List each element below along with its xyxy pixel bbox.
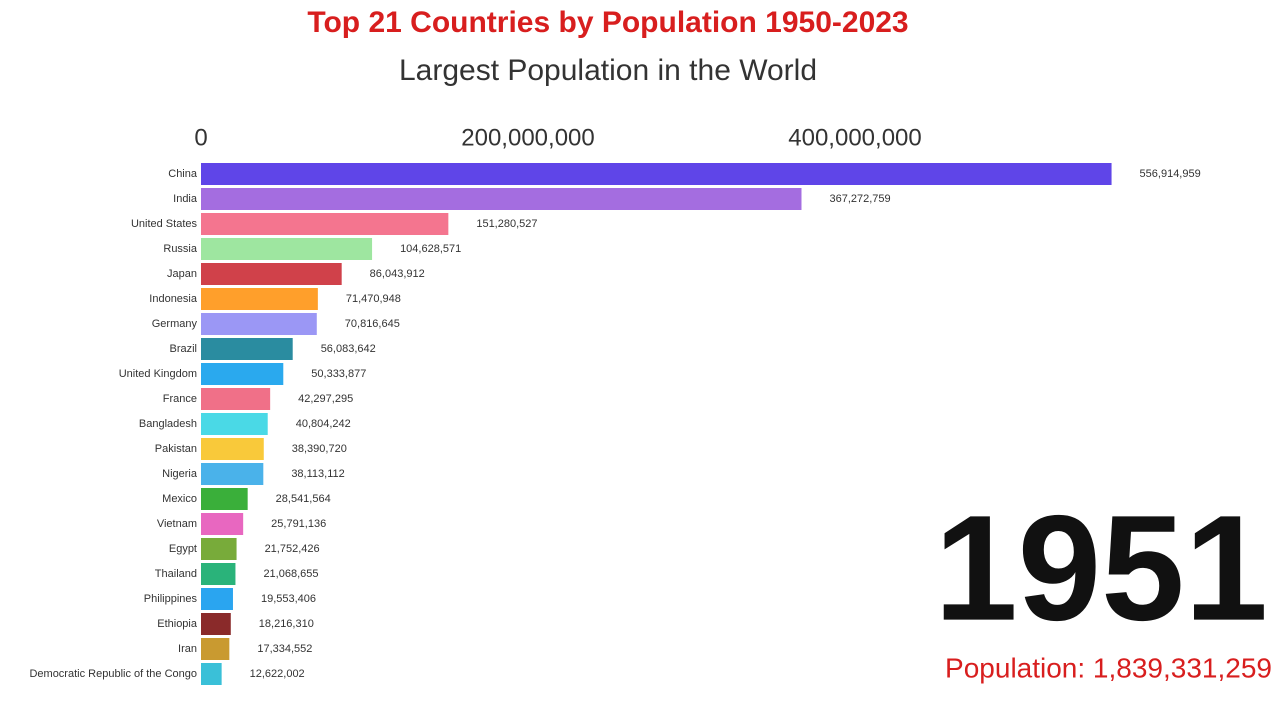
category-label: Pakistan <box>155 443 197 455</box>
category-label: Thailand <box>155 568 197 580</box>
value-label: 38,113,112 <box>291 468 344 480</box>
bar <box>201 463 264 485</box>
chart-subtitle: Largest Population in the World <box>399 54 817 87</box>
bar <box>201 663 222 685</box>
category-label: Germany <box>152 318 198 330</box>
value-label: 104,628,571 <box>400 243 461 255</box>
category-label: Ethiopia <box>157 618 198 630</box>
value-label: 25,791,136 <box>271 518 326 530</box>
bar <box>201 188 802 210</box>
bar <box>201 588 233 610</box>
bar <box>201 613 231 635</box>
value-label: 56,083,642 <box>321 343 376 355</box>
category-label: Nigeria <box>162 468 198 480</box>
bar <box>201 563 236 585</box>
category-label: United Kingdom <box>119 368 197 380</box>
value-label: 21,068,655 <box>263 568 318 580</box>
value-label: 12,622,002 <box>250 668 305 680</box>
bar <box>201 338 293 360</box>
value-label: 19,553,406 <box>261 593 316 605</box>
category-label: Brazil <box>169 343 197 355</box>
value-label: 367,272,759 <box>829 193 890 205</box>
category-label: China <box>168 168 198 180</box>
category-label: India <box>173 193 198 205</box>
chart-title: Top 21 Countries by Population 1950-2023 <box>307 6 908 39</box>
value-label: 38,390,720 <box>292 443 347 455</box>
value-label: 556,914,959 <box>1140 168 1201 180</box>
value-label: 71,470,948 <box>346 293 401 305</box>
category-label: Mexico <box>162 493 197 505</box>
value-label: 42,297,295 <box>298 393 353 405</box>
bar <box>201 513 244 535</box>
total-label: Population: 1,839,331,259 <box>945 652 1272 683</box>
bar <box>201 288 318 310</box>
category-label: Democratic Republic of the Congo <box>29 668 197 680</box>
value-label: 28,541,564 <box>276 493 331 505</box>
bar <box>201 163 1112 185</box>
category-label: Egypt <box>169 543 197 555</box>
bar <box>201 488 248 510</box>
bar <box>201 313 317 335</box>
year-label: 1951 <box>934 484 1268 652</box>
x-tick-label: 200,000,000 <box>461 124 594 151</box>
value-label: 151,280,527 <box>476 218 537 230</box>
category-label: United States <box>131 218 198 230</box>
value-label: 70,816,645 <box>345 318 400 330</box>
category-label: Bangladesh <box>139 418 197 430</box>
bar <box>201 238 373 260</box>
bar <box>201 363 284 385</box>
x-tick-label: 0 <box>194 124 207 151</box>
category-label: Philippines <box>144 593 198 605</box>
category-label: Russia <box>163 243 198 255</box>
bar <box>201 388 271 410</box>
value-label: 40,804,242 <box>296 418 351 430</box>
bar <box>201 538 237 560</box>
bar <box>201 438 264 460</box>
x-tick-label: 400,000,000 <box>788 124 921 151</box>
category-label: Iran <box>178 643 197 655</box>
value-label: 18,216,310 <box>259 618 314 630</box>
bar <box>201 638 230 660</box>
value-label: 21,752,426 <box>265 543 320 555</box>
bar <box>201 413 268 435</box>
value-label: 86,043,912 <box>370 268 425 280</box>
bar <box>201 213 449 235</box>
bar <box>201 263 342 285</box>
value-label: 17,334,552 <box>257 643 312 655</box>
category-label: Indonesia <box>149 293 198 305</box>
value-label: 50,333,877 <box>311 368 366 380</box>
category-label: Vietnam <box>157 518 197 530</box>
category-label: France <box>163 393 197 405</box>
category-label: Japan <box>167 268 197 280</box>
